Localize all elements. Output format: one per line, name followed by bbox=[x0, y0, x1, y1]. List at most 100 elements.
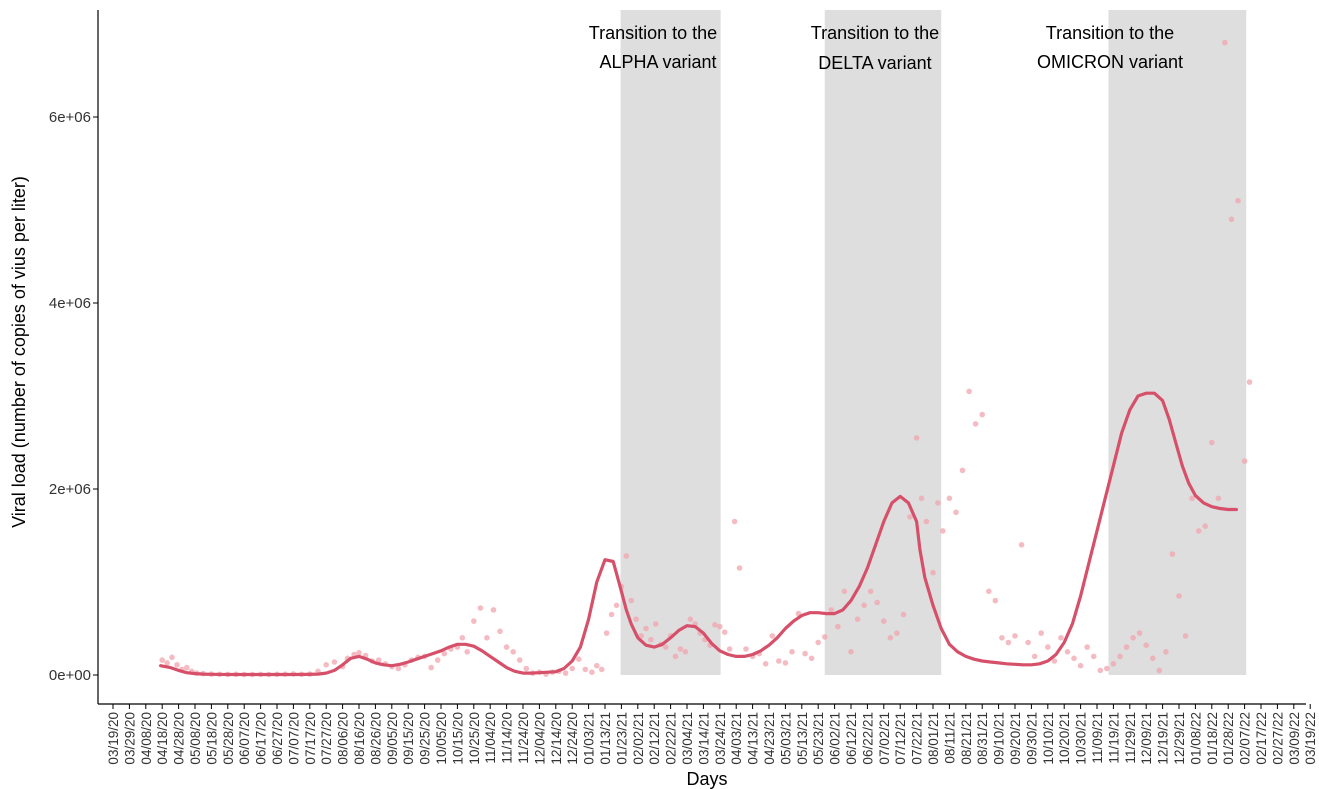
smooth-line bbox=[159, 391, 1238, 677]
band-label-line2-0: ALPHA variant bbox=[599, 52, 716, 72]
data-point bbox=[490, 607, 497, 613]
x-tick-label: 12/24/20 bbox=[565, 712, 580, 765]
x-tick-label: 07/07/20 bbox=[286, 712, 301, 765]
data-point bbox=[603, 630, 610, 636]
x-tick-label: 07/27/20 bbox=[319, 712, 334, 765]
data-point bbox=[918, 495, 925, 502]
data-point bbox=[1189, 495, 1195, 502]
band-label-line1-1: Transition to the bbox=[811, 23, 939, 43]
data-point bbox=[562, 670, 569, 676]
data-point bbox=[867, 588, 874, 595]
band-label-line2-1: DELTA variant bbox=[818, 53, 931, 73]
x-tick-label: 07/02/21 bbox=[877, 712, 892, 765]
data-point bbox=[1143, 642, 1149, 648]
data-point bbox=[1012, 633, 1018, 639]
data-point bbox=[776, 658, 782, 664]
x-tick-label: 06/17/20 bbox=[254, 712, 269, 765]
data-point bbox=[164, 660, 170, 666]
data-point bbox=[717, 623, 723, 630]
data-point bbox=[946, 495, 953, 502]
data-point bbox=[1136, 630, 1143, 636]
data-point bbox=[721, 629, 728, 635]
x-tick-label: 12/09/21 bbox=[1139, 712, 1154, 765]
data-point bbox=[935, 500, 941, 506]
data-point bbox=[841, 588, 848, 595]
x-tick-label: 02/22/21 bbox=[664, 712, 679, 765]
x-tick-label: 05/13/21 bbox=[795, 712, 810, 765]
x-tick-label: 09/20/21 bbox=[1008, 712, 1023, 765]
data-point bbox=[1215, 495, 1222, 502]
data-point bbox=[323, 662, 330, 668]
x-tick-label: 01/13/21 bbox=[598, 712, 613, 765]
data-point bbox=[628, 597, 634, 604]
x-tick-label: 04/23/21 bbox=[762, 712, 777, 765]
data-point bbox=[966, 388, 972, 395]
data-point bbox=[992, 597, 999, 604]
band-label-line1-0: Transition to the bbox=[589, 23, 717, 43]
scatter-points bbox=[159, 39, 1253, 678]
x-tick-label: 04/18/20 bbox=[155, 712, 170, 765]
data-point bbox=[900, 611, 907, 618]
x-tick-label: 08/31/21 bbox=[975, 712, 990, 765]
data-point bbox=[1064, 649, 1071, 655]
data-point bbox=[1228, 216, 1235, 223]
band-2 bbox=[1108, 10, 1247, 675]
x-tick-label: 01/23/21 bbox=[614, 712, 629, 765]
x-tick-label: 07/12/21 bbox=[893, 712, 908, 765]
y-axis-ticks: 0e+00 2e+06 4e+06 6e+06 bbox=[49, 109, 98, 684]
x-tick-label: 06/02/21 bbox=[828, 712, 843, 765]
data-point bbox=[769, 633, 776, 639]
x-tick-label: 08/16/20 bbox=[352, 712, 367, 765]
data-point bbox=[638, 633, 644, 639]
data-point bbox=[623, 553, 630, 559]
data-point bbox=[979, 411, 985, 418]
data-point bbox=[1051, 658, 1058, 664]
data-point bbox=[907, 514, 913, 520]
data-point bbox=[1005, 639, 1012, 646]
x-tick-label: 08/06/20 bbox=[336, 712, 351, 765]
data-point bbox=[854, 616, 861, 622]
data-point bbox=[464, 649, 471, 655]
data-point bbox=[633, 616, 639, 622]
data-point bbox=[972, 421, 979, 427]
data-point bbox=[1169, 551, 1176, 557]
band-label-line1-2: Transition to the bbox=[1046, 23, 1174, 43]
data-point bbox=[736, 565, 743, 571]
x-tick-label: 05/03/21 bbox=[778, 712, 793, 765]
data-point bbox=[1156, 667, 1163, 674]
x-tick-label: 05/28/20 bbox=[221, 712, 236, 765]
x-tick-label: 07/17/20 bbox=[303, 712, 318, 765]
data-point bbox=[712, 622, 718, 628]
x-tick-label: 09/30/21 bbox=[1024, 712, 1039, 765]
data-point bbox=[477, 605, 484, 611]
data-point bbox=[331, 659, 338, 665]
x-axis-ticks: 03/19/20 03/29/20 04/08/20 04/18/20 04/28/20… bbox=[106, 704, 1318, 765]
x-tick-label: 12/29/21 bbox=[1172, 712, 1187, 765]
data-point bbox=[815, 639, 821, 646]
data-point bbox=[1195, 528, 1202, 534]
data-point bbox=[802, 650, 808, 657]
y-tick-label: 2e+06 bbox=[49, 481, 91, 498]
x-tick-label: 08/11/21 bbox=[942, 712, 957, 764]
data-point bbox=[1176, 593, 1182, 599]
x-tick-label: 11/19/21 bbox=[1106, 712, 1121, 764]
data-point bbox=[159, 657, 165, 663]
x-tick-label: 11/14/20 bbox=[500, 712, 515, 764]
data-point bbox=[923, 518, 930, 525]
x-tick-label: 10/15/20 bbox=[450, 712, 465, 765]
data-point bbox=[861, 602, 867, 609]
smoothed-trend bbox=[159, 391, 1238, 677]
x-tick-label: 07/22/21 bbox=[910, 712, 925, 765]
x-tick-label: 12/04/20 bbox=[532, 712, 547, 765]
data-point bbox=[516, 657, 523, 663]
x-tick-label: 02/12/21 bbox=[647, 712, 662, 765]
x-tick-label: 02/02/21 bbox=[631, 712, 646, 765]
data-point bbox=[1209, 439, 1215, 446]
x-tick-label: 03/19/20 bbox=[106, 712, 121, 765]
data-point bbox=[523, 665, 530, 672]
data-point bbox=[1104, 665, 1110, 672]
data-point bbox=[434, 657, 441, 663]
y-tick-label: 0e+00 bbox=[49, 667, 91, 684]
data-point bbox=[731, 518, 738, 525]
x-tick-label: 09/15/20 bbox=[401, 712, 416, 765]
